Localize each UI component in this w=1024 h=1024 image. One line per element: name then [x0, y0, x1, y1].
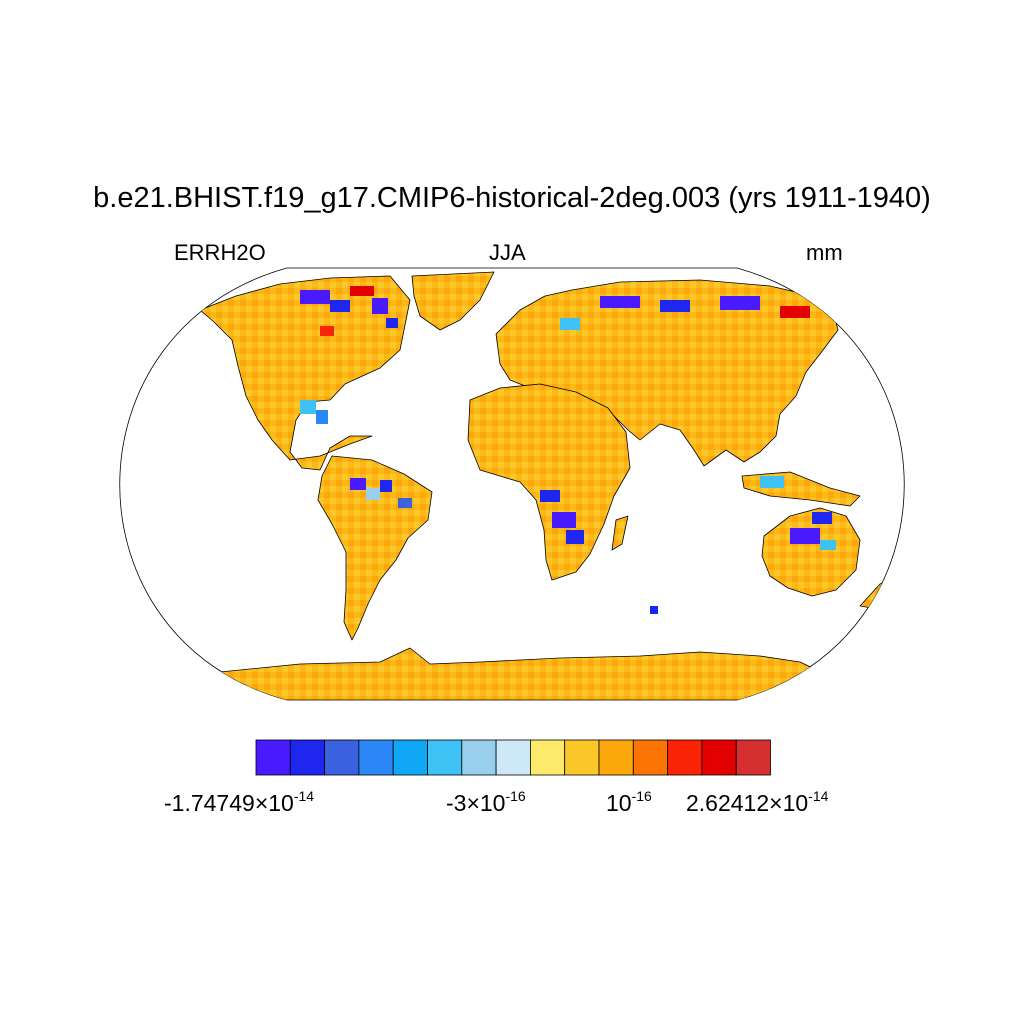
- colorbar-box: [324, 739, 360, 776]
- colorbar-box: [289, 739, 325, 776]
- colorbar-box: [255, 739, 291, 776]
- colorbar-box: [632, 739, 668, 776]
- north-america-land: [199, 275, 411, 471]
- colorbar-box: [667, 739, 703, 776]
- colorbar-box: [598, 739, 634, 776]
- australia-land: [761, 507, 861, 597]
- season-label: JJA: [489, 240, 526, 265]
- colorbar-box: [461, 739, 497, 776]
- colorbar-label-neg: -3×10-16: [446, 788, 526, 816]
- africa-land: [467, 383, 631, 581]
- colorbar-box: [392, 739, 428, 776]
- variable-label: ERRH2O: [174, 240, 266, 265]
- colorbar-box: [358, 739, 394, 776]
- madagascar-land: [611, 515, 629, 551]
- colorbar-box: [495, 739, 531, 776]
- colorbar-box: [735, 739, 771, 776]
- colorbar-box: [701, 739, 737, 776]
- colorbar-box: [564, 739, 600, 776]
- antarctica-land: [149, 647, 881, 700]
- colorbar-label-min: -1.74749×10-14: [164, 788, 315, 816]
- units-label: mm: [806, 240, 843, 265]
- colorbar-label-pos: 10-16: [606, 788, 652, 816]
- colorbar-boxes: [255, 739, 771, 776]
- anomaly-cells: [300, 286, 836, 614]
- greenland-land: [411, 271, 495, 331]
- colorbar-box: [530, 739, 566, 776]
- colorbar-label-max: 2.62412×10-14: [686, 788, 829, 816]
- colorbar-box: [427, 739, 463, 776]
- plot-title: b.e21.BHIST.f19_g17.CMIP6-historical-2de…: [93, 182, 931, 214]
